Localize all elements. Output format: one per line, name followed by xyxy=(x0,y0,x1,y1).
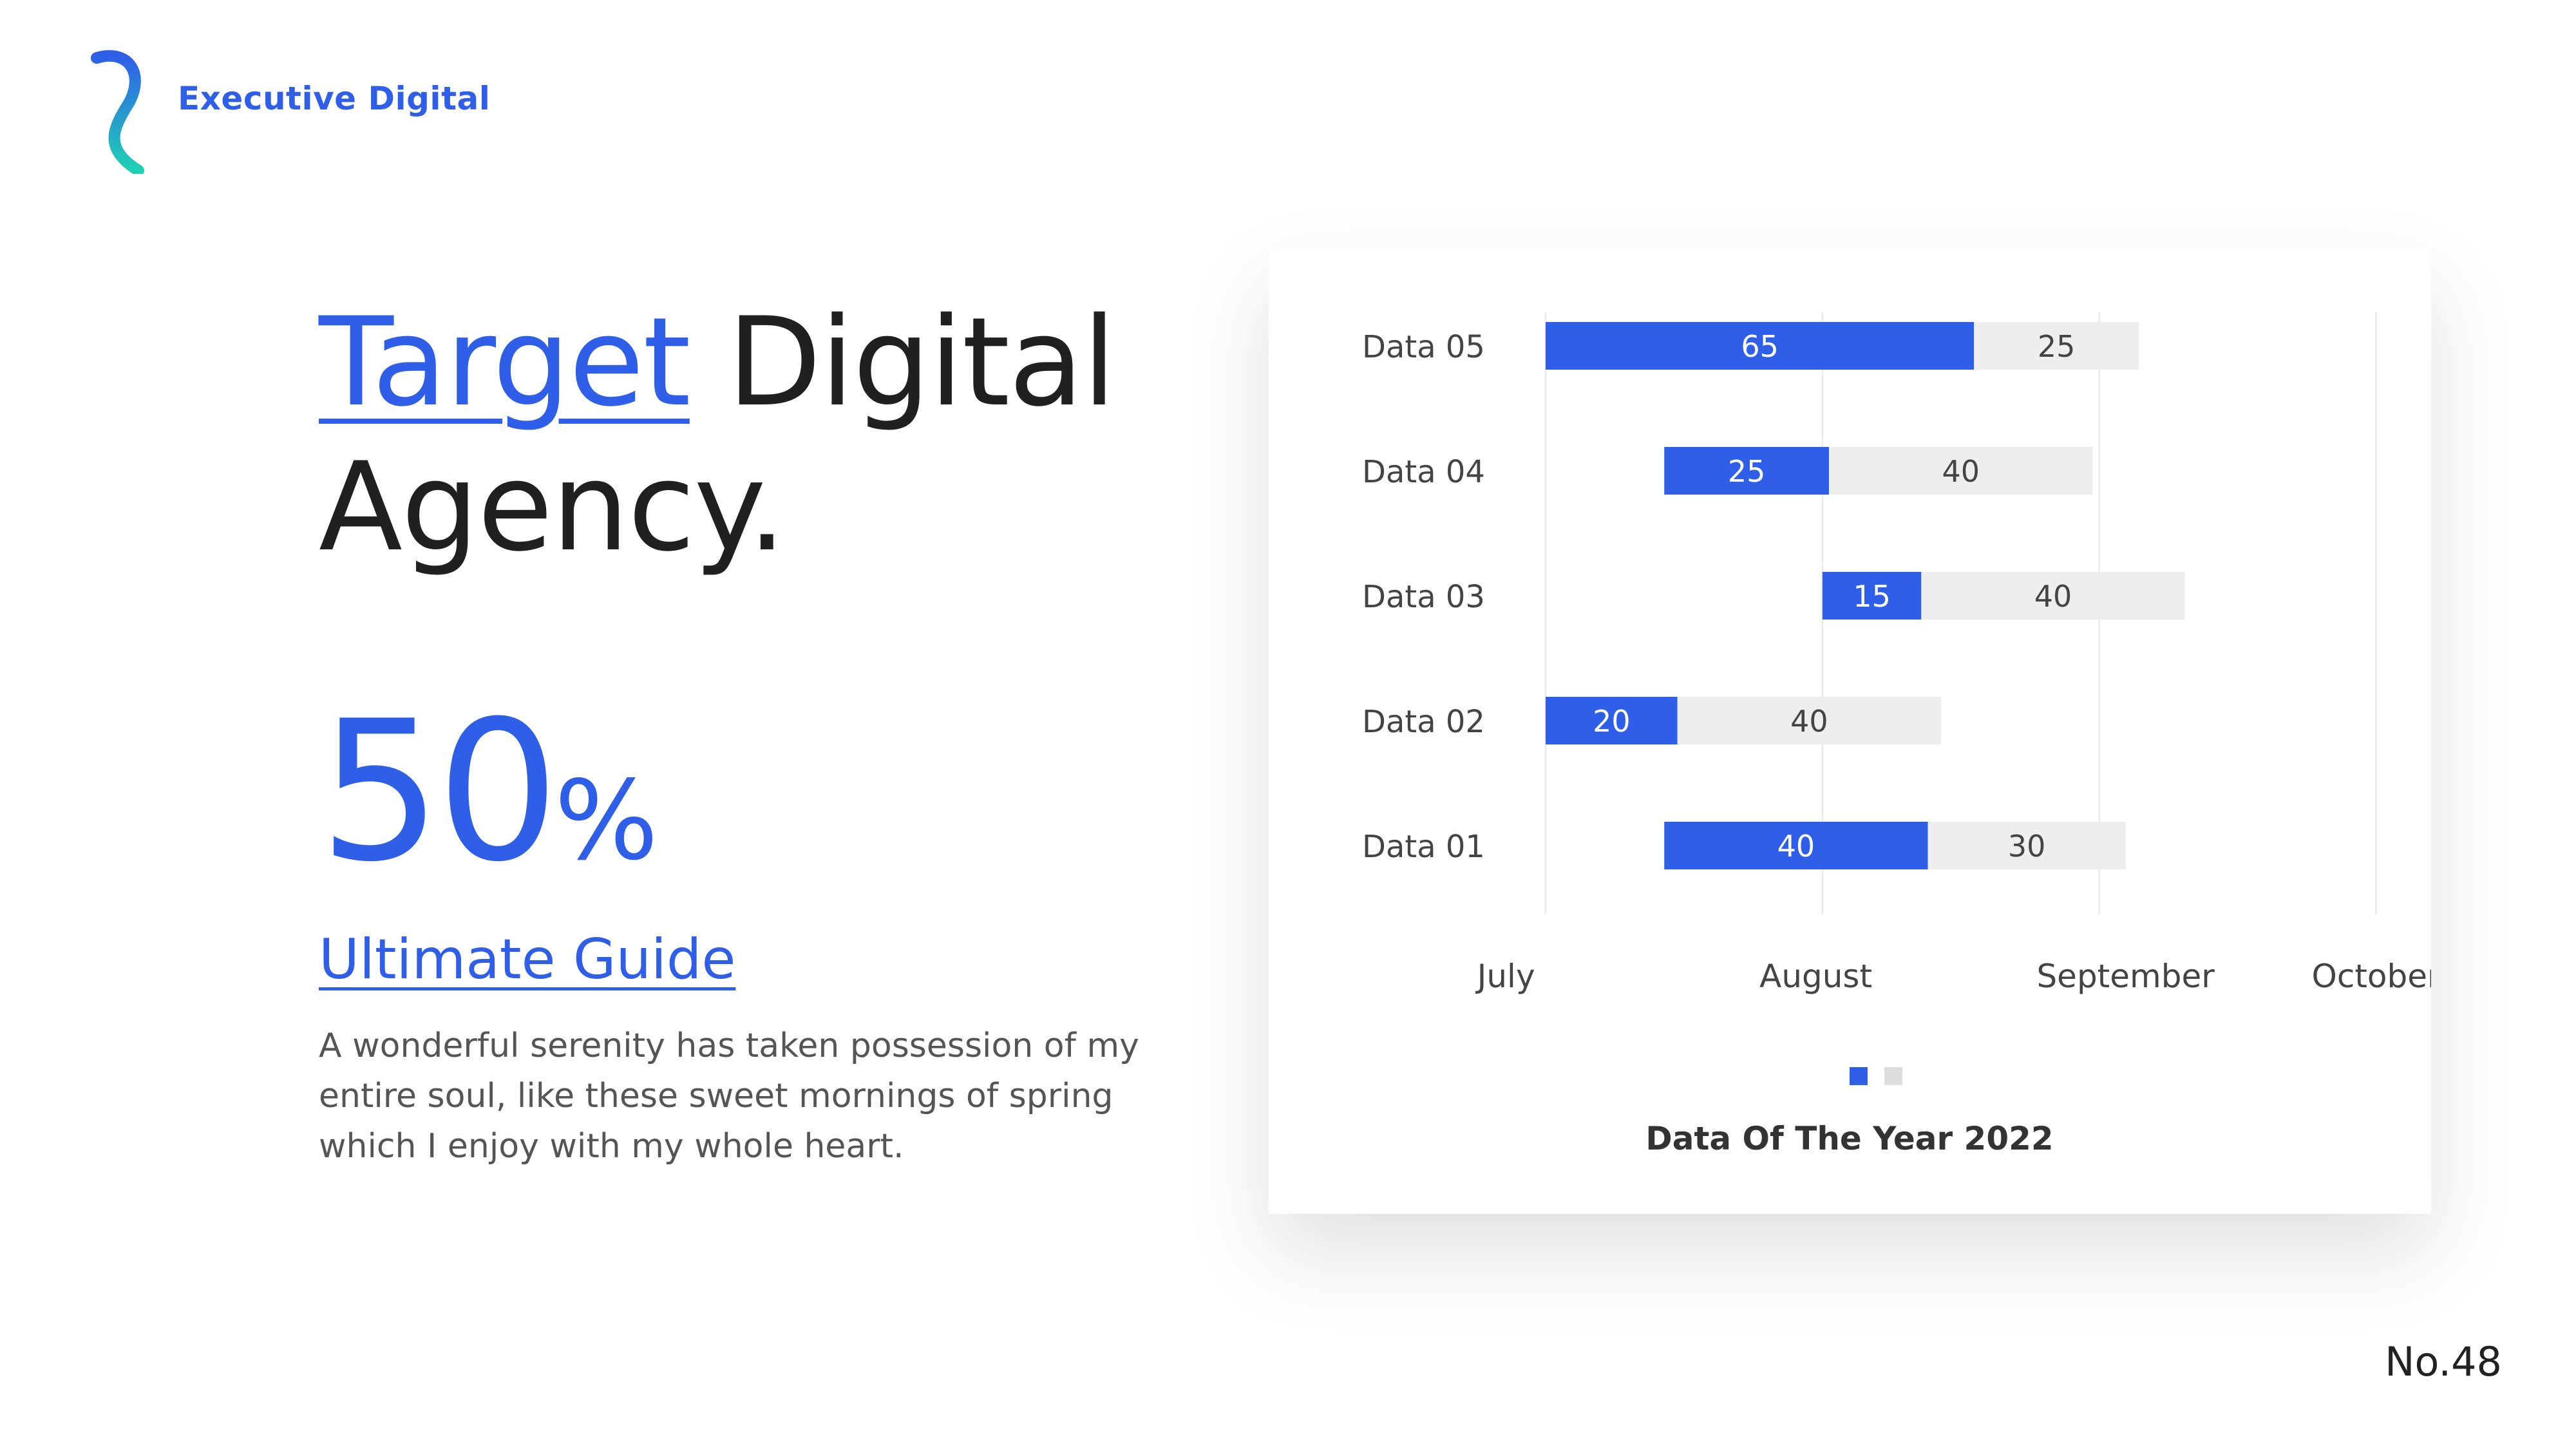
bar-value-label: 40 xyxy=(1790,704,1828,739)
brand-logo-icon xyxy=(91,50,144,174)
guide-description: A wonderful serenity has taken possessio… xyxy=(319,1027,1139,1166)
x-tick-label: August xyxy=(1759,958,1872,995)
stat-value: 50 xyxy=(319,679,560,904)
bar-value-label: 40 xyxy=(1777,829,1815,864)
legend-swatch xyxy=(1850,1067,1868,1085)
title-accent-link[interactable]: Target xyxy=(319,291,691,433)
bar xyxy=(1927,822,2126,869)
bar xyxy=(1829,447,2093,495)
category-label: Data 04 xyxy=(1362,454,1485,490)
stacked-bar-chart: Data 05 65 25 Data 04 25 40 Data 03 15 40 Data 02… xyxy=(1362,312,2431,1157)
page-title: Target Digital Agency. xyxy=(319,290,1116,580)
category-label: Data 01 xyxy=(1362,829,1485,865)
page-number: No.48 xyxy=(2385,1338,2502,1385)
stat-unit: % xyxy=(554,757,659,885)
bar xyxy=(1546,697,1678,744)
bar xyxy=(1546,322,1975,370)
chart-title: Data Of The Year 2022 xyxy=(1645,1120,2053,1157)
category-label: Data 05 xyxy=(1362,329,1485,365)
bar-value-label: 30 xyxy=(2008,829,2046,864)
ultimate-guide-link[interactable]: Ultimate Guide xyxy=(319,927,736,992)
bar xyxy=(1677,697,1942,744)
bar-value-label: 40 xyxy=(1942,454,1980,489)
legend-swatch xyxy=(1884,1067,1902,1085)
title-word: Digital xyxy=(689,291,1116,433)
chart-card: Data 05 65 25 Data 04 25 40 Data 03 15 40 Data 02… xyxy=(1269,248,2431,1214)
bar-value-label: 25 xyxy=(1728,454,1766,489)
bar xyxy=(1664,447,1830,495)
bar-value-label: 65 xyxy=(1741,329,1779,364)
brand-name: Executive Digital xyxy=(178,80,491,117)
category-label: Data 02 xyxy=(1362,704,1485,740)
bar xyxy=(1664,822,1928,869)
bar xyxy=(1822,572,1922,620)
bar-value-label: 25 xyxy=(2038,329,2076,364)
category-label: Data 03 xyxy=(1362,579,1485,615)
bar-value-label: 20 xyxy=(1593,704,1631,739)
x-tick-label: July xyxy=(1475,958,1535,995)
bar xyxy=(1921,572,2185,620)
x-tick-label: October xyxy=(2311,958,2431,995)
bar-value-label: 15 xyxy=(1853,579,1891,614)
title-line-2: Agency. xyxy=(319,436,786,578)
bar xyxy=(1974,322,2139,370)
stat-percentage: 50% xyxy=(319,696,658,918)
bar-value-label: 40 xyxy=(2034,579,2072,614)
x-tick-label: September xyxy=(2036,958,2215,995)
